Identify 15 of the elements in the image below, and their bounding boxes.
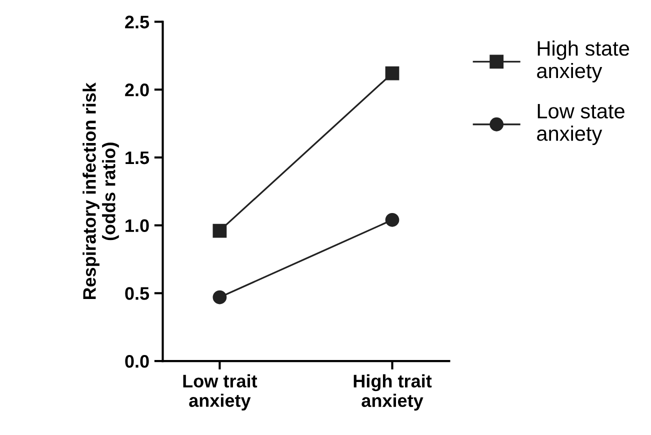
point bbox=[212, 290, 227, 304]
legend-label: Low state anxiety bbox=[537, 104, 624, 146]
point bbox=[385, 212, 400, 227]
point bbox=[212, 224, 227, 238]
y-tick-label: 2.5 bbox=[125, 16, 150, 28]
y-tick-label: 0.5 bbox=[125, 287, 150, 300]
y-tick-label: 1.5 bbox=[126, 152, 150, 164]
x-tick-label: Low trait anxiety bbox=[183, 374, 258, 411]
x-tick-label: High trait anxiety bbox=[354, 374, 432, 411]
point bbox=[385, 66, 400, 80]
y-axis-title: Respiratory infection risk (odds ratio) bbox=[82, 82, 119, 300]
y-tick-label: 0.0 bbox=[125, 354, 149, 368]
y-tick-label: 1.0 bbox=[126, 219, 149, 232]
legend-label: High state anxiety bbox=[537, 40, 630, 82]
y-tick-label: 2.0 bbox=[125, 84, 149, 96]
